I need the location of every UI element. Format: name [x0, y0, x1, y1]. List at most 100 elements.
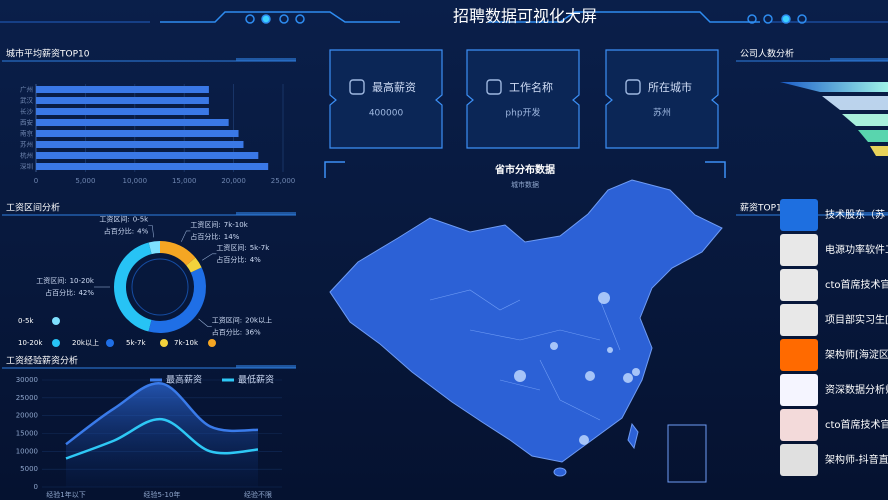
x-tick-label: 0 [34, 177, 38, 185]
y-tick-label: 西安 [20, 118, 34, 127]
map-panel [324, 161, 726, 483]
label-value: 42% [78, 289, 94, 297]
kpi-label: 最高薪资 [372, 80, 416, 94]
donut-slice [148, 267, 207, 334]
bar [36, 108, 209, 115]
section-stripe [830, 212, 888, 215]
list-item: cto首席技术官[ [825, 278, 888, 291]
legend-label: 7k-10k [174, 339, 199, 347]
label-connector [181, 230, 191, 242]
map-frame [324, 161, 726, 178]
donut-slice [148, 241, 160, 255]
funnel [780, 82, 888, 156]
label-value: 4% [137, 227, 148, 235]
list-item: cto首席技术官 [825, 418, 888, 431]
taiwan [627, 422, 639, 450]
kpi-card [605, 49, 719, 149]
y-tick-label: 武汉 [20, 96, 34, 105]
section-stripe [236, 212, 296, 215]
list-item: 架构师[海淀区 [825, 348, 888, 361]
legend-swatch [52, 339, 60, 347]
x-tick-label: 经验1年以下 [46, 490, 85, 499]
data-label: 工资区间: 5k-7k [216, 243, 270, 252]
label-prefix: 工资区间: [190, 220, 220, 229]
y-tick-label: 0 [34, 483, 38, 491]
bar [36, 86, 209, 93]
donut-glow [131, 258, 189, 316]
list-icon [780, 339, 818, 371]
label-category: 7k-10k [224, 221, 249, 229]
section-stripe [236, 365, 296, 368]
label-prefix: 工资区间: [99, 214, 129, 223]
y-tick-label: 苏州 [20, 140, 33, 149]
label-category: 10-20k [70, 277, 95, 285]
label-category: 20k以上 [245, 316, 272, 325]
legend-label: 20k以上 [72, 338, 99, 347]
kpi-label: 工作名称 [509, 80, 553, 94]
donut-slice [113, 242, 152, 332]
list-icon [780, 374, 818, 406]
x-tick-label: 经验不限 [244, 490, 272, 499]
header [0, 11, 888, 24]
y-tick-label: 长沙 [20, 107, 34, 116]
list-item: 资深数据分析师 [825, 383, 888, 396]
label-category: 5k-7k [250, 244, 270, 252]
legend-swatch [106, 339, 114, 347]
map-subtitle: 城市数据 [511, 180, 539, 189]
legend-swatch [208, 339, 216, 347]
list-item: 电源功率软件工 [825, 243, 888, 256]
data-label: 占百分比: 36% [212, 328, 261, 337]
y-tick-label: 5000 [20, 465, 38, 473]
data-label: 工资区间: 10-20k [36, 276, 95, 285]
y-tick-label: 杭州 [20, 151, 33, 160]
list-icon [780, 269, 818, 301]
kpi-value: php开发 [505, 107, 540, 119]
y-tick-label: 30000 [16, 376, 38, 384]
south-sea-box [667, 424, 707, 483]
line [65, 417, 259, 460]
data-label: 占百分比: 14% [190, 232, 239, 241]
kpi-icon [625, 79, 641, 95]
city-dots [514, 292, 640, 445]
legend-swatch [160, 339, 168, 347]
label-prefix: 占百分比: [190, 232, 220, 241]
china-map [329, 179, 723, 463]
bar [36, 97, 209, 104]
legend-swatch [52, 317, 60, 325]
kpi-card [466, 49, 580, 149]
section-title: 工资经验薪资分析 [6, 355, 78, 367]
section-title: 城市平均薪资TOP10 [6, 48, 90, 60]
legend-label: 最低薪资 [238, 374, 274, 386]
label-value: 36% [245, 329, 261, 337]
kpi-icon [349, 79, 365, 95]
list-icon [780, 304, 818, 336]
label-prefix: 占百分比: [212, 328, 242, 337]
bar [36, 141, 244, 148]
kpi-label: 所在城市 [648, 80, 692, 94]
x-tick-label: 25,000 [271, 177, 296, 185]
x-tick-label: 20,000 [221, 177, 246, 185]
list-icon [780, 444, 818, 476]
bar [36, 152, 259, 159]
label-prefix: 占百分比: [216, 255, 246, 264]
donut-slice [160, 241, 196, 266]
list-item: 技术股东（苏 [825, 208, 885, 221]
list-item: 架构师-抖音直 [825, 453, 888, 466]
data-label: 工资区间: 20k以上 [212, 316, 272, 325]
x-tick-label: 15,000 [172, 177, 197, 185]
label-prefix: 占百分比: [45, 288, 75, 297]
bar [36, 130, 239, 137]
kpi-card [329, 49, 443, 149]
list-icon [780, 199, 818, 231]
section-title: 工资区间分析 [6, 202, 60, 214]
y-tick-label: 南京 [20, 129, 34, 138]
legend-label: 5k-7k [126, 339, 146, 347]
label-value: 4% [250, 256, 261, 264]
hainan [553, 467, 567, 477]
charts: 0 5,000 10,000 15,000 20,000 25,000 广州武汉长沙西安南京… [16, 84, 296, 499]
y-tick-label: 广州 [20, 85, 33, 94]
donut-slice [186, 257, 202, 273]
section-title: 薪资TOP10 [740, 202, 788, 214]
legend-label: 最高薪资 [166, 374, 202, 386]
